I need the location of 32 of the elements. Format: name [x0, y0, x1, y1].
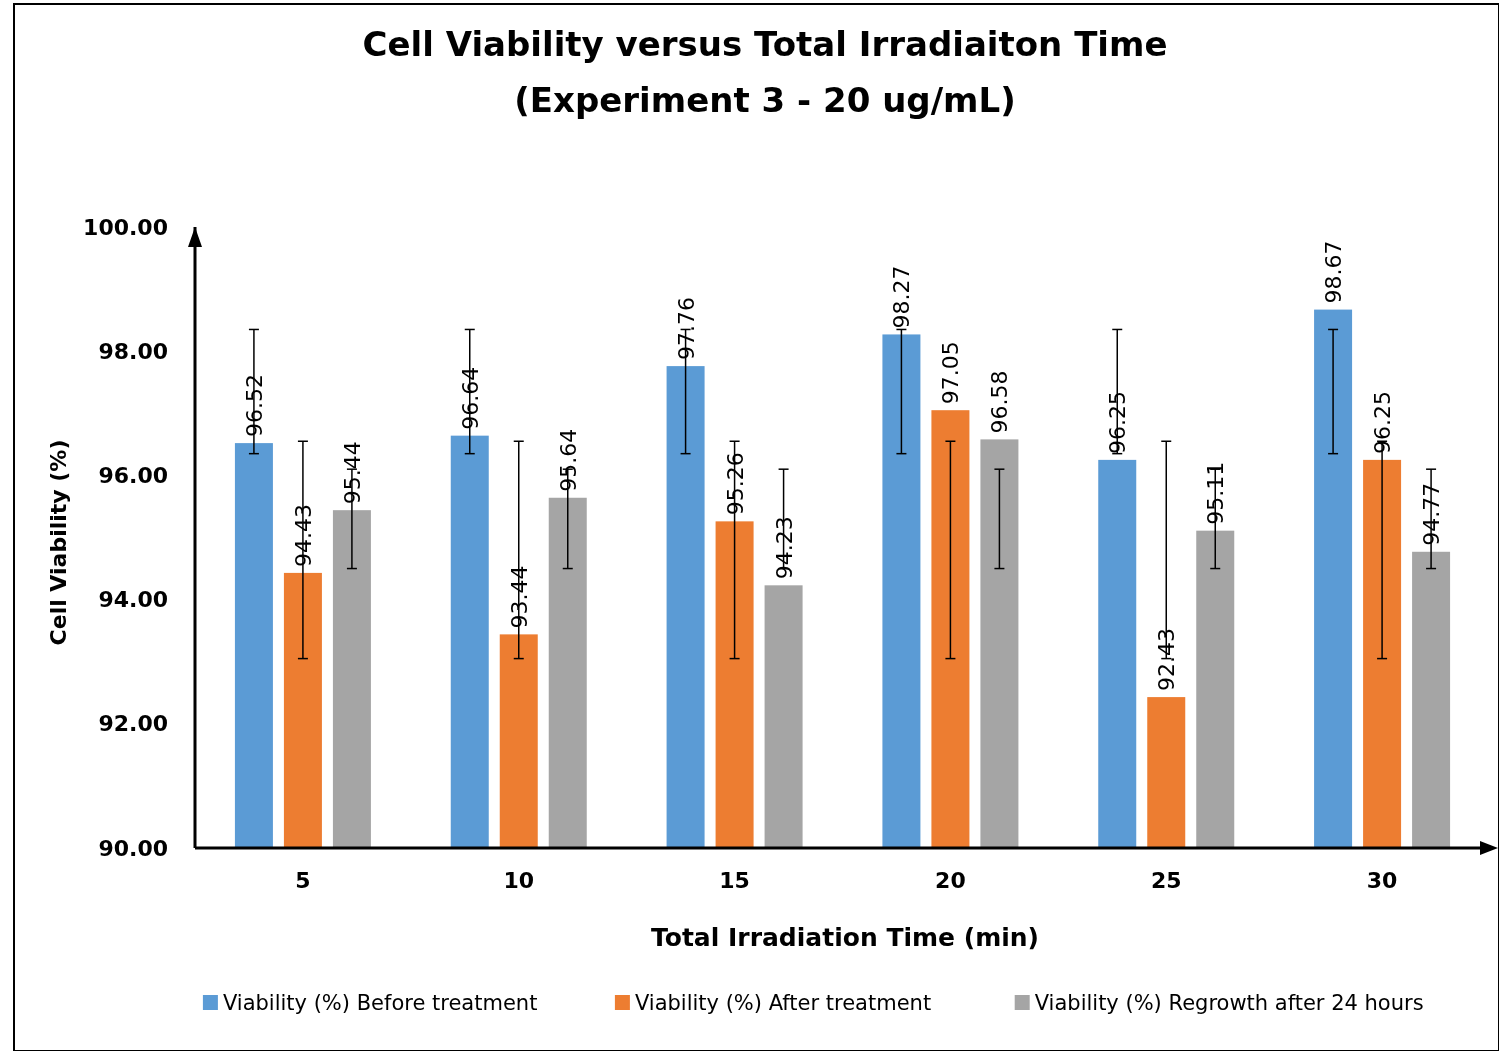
- data-label: 95.64: [555, 428, 581, 492]
- x-tick-label: 15: [719, 868, 750, 893]
- chart-title: Cell Viability versus Total Irradiaiton Time: [362, 24, 1168, 64]
- data-label: 96.25: [1370, 390, 1396, 454]
- x-tick-label: 30: [1366, 868, 1398, 893]
- data-label: 96.52: [241, 374, 267, 438]
- y-tick-label: 92.00: [98, 711, 168, 737]
- x-tick-label: 10: [503, 868, 535, 893]
- legend-label: Viability (%) After treatment: [634, 991, 932, 1015]
- y-tick-label: 100.00: [83, 214, 168, 240]
- legend-label: Viability (%) Before treatment: [222, 991, 538, 1015]
- y-tick-label: 96.00: [98, 462, 168, 488]
- y-tick-label: 94.00: [98, 587, 168, 613]
- data-label: 94.43: [290, 503, 316, 567]
- data-label: 96.58: [987, 370, 1013, 434]
- data-label: 97.76: [673, 297, 699, 361]
- data-label: 95.44: [339, 441, 365, 505]
- data-label: 92.43: [1154, 628, 1180, 692]
- data-label: 98.27: [889, 265, 915, 329]
- data-label: 95.11: [1203, 461, 1229, 525]
- y-axis-title: Cell Viability (%): [46, 439, 71, 646]
- chart-subtitle: (Experiment 3 - 20 ug/mL): [514, 80, 1016, 120]
- x-tick-label: 20: [935, 868, 966, 893]
- x-tick-label: 5: [295, 868, 311, 893]
- y-tick-label: 90.00: [98, 835, 168, 861]
- data-label: 97.05: [938, 341, 964, 405]
- data-label: 94.77: [1419, 482, 1445, 546]
- x-tick-label: 25: [1150, 868, 1182, 893]
- legend-label: Viability (%) Regrowth after 24 hours: [1034, 991, 1424, 1015]
- data-label: 98.67: [1321, 240, 1347, 304]
- x-axis-title: Total Irradiation Time (min): [651, 923, 1039, 952]
- y-tick-label: 98.00: [98, 338, 168, 364]
